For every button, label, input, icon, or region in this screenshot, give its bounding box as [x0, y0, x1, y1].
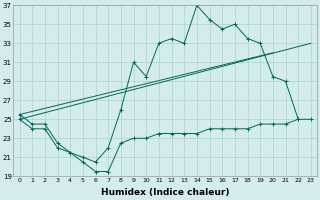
X-axis label: Humidex (Indice chaleur): Humidex (Indice chaleur) [101, 188, 229, 197]
